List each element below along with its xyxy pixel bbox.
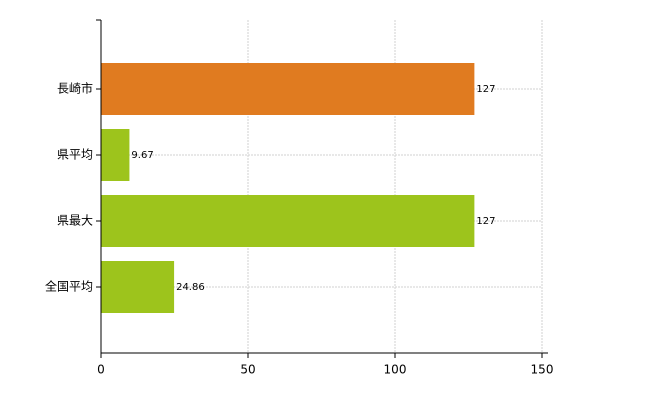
value-label: 24.86	[176, 282, 205, 293]
y-tick-label: 県最大	[57, 214, 93, 228]
bar	[101, 195, 475, 247]
bar	[101, 63, 475, 115]
bar	[101, 261, 175, 313]
value-label: 9.67	[131, 150, 153, 161]
value-label: 127	[476, 84, 495, 95]
x-tick-label: 0	[97, 363, 105, 377]
x-tick-label: 50	[240, 363, 255, 377]
x-tick-label: 100	[384, 363, 407, 377]
bar	[101, 129, 130, 181]
value-label: 127	[476, 216, 495, 227]
y-tick-label: 県平均	[57, 148, 93, 162]
y-tick-label: 長崎市	[57, 81, 93, 96]
y-tick-label: 全国平均	[45, 279, 93, 294]
x-tick-label: 150	[531, 363, 554, 377]
